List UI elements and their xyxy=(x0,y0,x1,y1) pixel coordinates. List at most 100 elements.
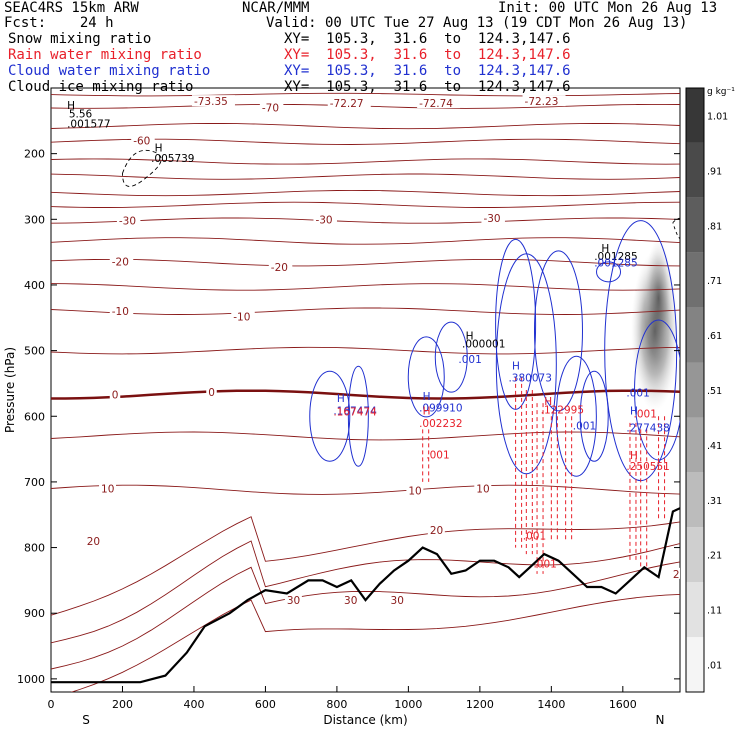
y-tick-label: 1000 xyxy=(17,673,45,686)
cloud-water-contour xyxy=(495,253,557,475)
snow-shading xyxy=(630,238,679,411)
rain-contours xyxy=(422,376,666,574)
colorbar-label: 1.01 xyxy=(707,111,728,122)
isotherm-label: 20 xyxy=(430,525,443,537)
contour-annotation: .002232 xyxy=(419,418,462,430)
x-tick-label: 1400 xyxy=(537,698,565,711)
isotherm-label-bg xyxy=(84,535,102,546)
x-tick-label: 1000 xyxy=(394,698,422,711)
isotherm-label: 30 xyxy=(391,595,404,607)
colorbar-label: .91 xyxy=(707,166,722,177)
cloud-ice-contour xyxy=(672,217,680,239)
x-end-label-north: N xyxy=(656,713,665,727)
cloud-water-contour xyxy=(495,238,537,410)
cloud-water-contour xyxy=(533,250,583,412)
isotherm-label-bg xyxy=(284,594,302,606)
isotherm-label-bg xyxy=(313,213,337,225)
init-time: Init: 00 UTC Mon 26 Aug 13 xyxy=(498,0,718,16)
terrain-line xyxy=(51,507,680,684)
x-axis-title: Distance (km) xyxy=(323,713,407,727)
contour-annotation: H xyxy=(423,391,431,403)
contour-annotation: H xyxy=(466,330,474,342)
colorbar: .01 .11 .21 .31 .41 .51 .61 .71 .81 .91 1.01 g kg⁻¹ xyxy=(685,87,735,693)
colorbar-segment xyxy=(686,527,704,583)
contour-annotation: .001285 xyxy=(594,258,637,270)
isotherm-line xyxy=(51,158,680,165)
colorbar-label: .01 xyxy=(707,661,722,672)
isotherm-label: -30 xyxy=(315,214,332,226)
cloud-water-contour xyxy=(596,261,622,283)
isotherm-label: 10 xyxy=(101,483,114,495)
isotherm-label: -10 xyxy=(112,306,129,318)
contour-annotation: .001 xyxy=(426,449,449,461)
isotherm-label: 20 xyxy=(87,536,100,548)
x-tick-label: 800 xyxy=(326,698,347,711)
contour-annotation: .001 xyxy=(573,420,596,432)
field-label-rain: Rain water mixing ratio xyxy=(8,47,202,63)
isotherm-line xyxy=(51,561,680,670)
isotherm-label-bg xyxy=(231,310,255,322)
colorbar-segment xyxy=(686,307,704,363)
isotherm-label: -10 xyxy=(233,311,250,323)
contour-annotation: .000001 xyxy=(462,338,505,350)
contour-annotation: 5.56 xyxy=(69,109,93,121)
isotherm-label-bg xyxy=(670,567,680,579)
isotherm-label-bg xyxy=(388,594,406,606)
isotherm-label: -72.74 xyxy=(419,98,453,110)
colorbar-segment xyxy=(686,88,704,143)
isotherm-label-bg xyxy=(116,214,141,226)
colorbar-segment xyxy=(686,472,704,528)
contour-annotation: .001577 xyxy=(67,118,110,130)
x-end-label-south: S xyxy=(82,713,90,727)
isotherm-label-bg xyxy=(109,305,134,317)
colorbar-frame xyxy=(685,87,705,693)
center-name: NCAR/MMM xyxy=(242,0,310,16)
isotherm-line xyxy=(51,173,680,180)
colorbar-unit: g kg⁻¹ xyxy=(707,87,735,97)
x-tick-label: 1200 xyxy=(466,698,494,711)
contour-annotation: .001 xyxy=(458,354,481,366)
isotherm-label-bg xyxy=(427,523,445,535)
plot-frame xyxy=(50,87,681,693)
isotherm-line xyxy=(51,92,680,97)
isotherm-line xyxy=(51,138,680,145)
isotherm-label-bg xyxy=(327,97,371,109)
cloud-water-contour xyxy=(347,365,369,467)
isotherm-label-bg xyxy=(99,482,117,494)
colorbar-segment xyxy=(686,582,704,638)
isotherm-label: -20 xyxy=(271,262,288,274)
isotherm-line xyxy=(51,307,680,315)
colorbar-segment xyxy=(686,142,704,198)
colorbar-segment xyxy=(686,417,704,473)
cloud-water-contour xyxy=(555,355,597,477)
isotherm-label: 30 xyxy=(287,595,300,607)
colorbar-segment xyxy=(686,637,704,692)
contour-annotation: .167474 xyxy=(333,407,377,419)
isotherm-line xyxy=(51,540,680,644)
isotherm-label: -30 xyxy=(483,213,500,225)
colorbar-label: .11 xyxy=(707,606,722,617)
isotherm-line xyxy=(70,593,680,692)
isotherm-line xyxy=(51,389,680,400)
contour-annotation: .005739 xyxy=(151,153,194,165)
isotherm-label: 20 xyxy=(673,569,686,581)
field-xy-cloud-water: XY= 105.3, 31.6 to 124.3,147.6 xyxy=(284,63,571,79)
isotherms: -73.35 -70 -72.27 -72.74 -72.23 -60 -30 -30 -30 -… xyxy=(51,92,686,692)
field-label-cloud-water: Cloud water mixing ratio xyxy=(8,63,211,79)
y-tick-label: 900 xyxy=(24,607,45,620)
isotherm-line xyxy=(51,516,680,616)
isotherm-label-bg xyxy=(268,261,293,273)
colorbar-label: .41 xyxy=(707,441,722,452)
isotherm-label: -60 xyxy=(133,136,150,148)
isotherm-label: -30 xyxy=(119,216,136,228)
isotherm-line xyxy=(51,258,680,267)
snow-shade-upper xyxy=(644,238,673,359)
y-tick-label: 200 xyxy=(24,148,45,161)
contour-annotation: H xyxy=(544,396,552,408)
contour-annotation: .380073 xyxy=(508,372,551,384)
y-tick-label: 700 xyxy=(24,476,45,489)
isotherm-label-bg xyxy=(259,101,284,113)
colorbar-label: .51 xyxy=(707,386,722,397)
